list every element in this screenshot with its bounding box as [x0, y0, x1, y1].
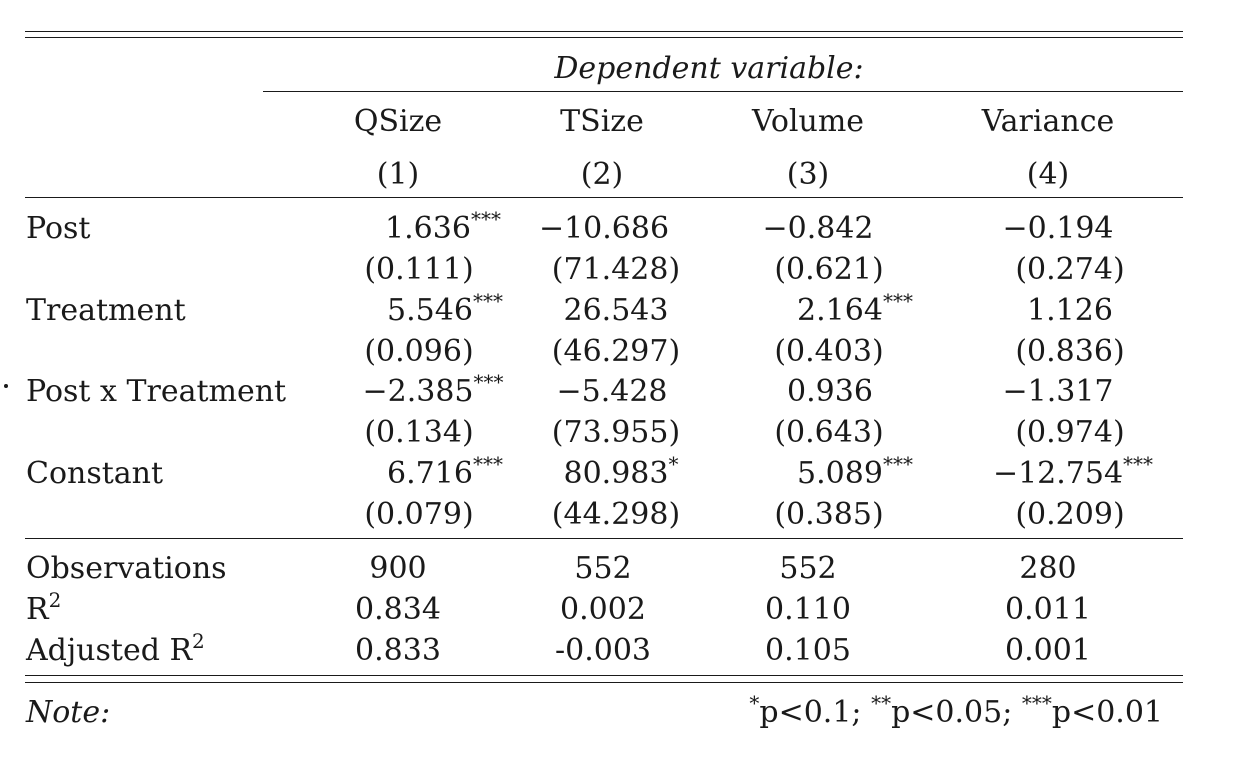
bottom-rule-upper	[25, 675, 1183, 676]
stat-cell: 0.002	[560, 592, 646, 627]
coef-cell: 80.983*	[563, 452, 679, 491]
coef-cell: −12.754***	[992, 452, 1154, 491]
row-label-post: Post	[26, 211, 91, 246]
se-cell: (0.209)	[1015, 497, 1125, 532]
coef-cell: −5.428	[556, 374, 668, 409]
coef-cell: −1.317	[1002, 374, 1114, 409]
top-rule-upper	[25, 31, 1183, 32]
se-cell: (0.974)	[1015, 415, 1125, 450]
stat-cell: 0.833	[355, 633, 441, 668]
coef-cell: −10.686	[538, 211, 670, 246]
coef-cell: 2.164***	[797, 289, 913, 328]
se-cell: (0.621)	[774, 252, 884, 287]
stat-label-adjusted-r2: Adjusted R2	[26, 629, 205, 668]
column-number-2: (2)	[580, 157, 624, 192]
column-number-4: (4)	[1026, 157, 1070, 192]
column-name-2: TSize	[560, 104, 644, 139]
stat-cell: 0.110	[765, 592, 851, 627]
se-cell: (73.955)	[551, 415, 681, 450]
stat-cell: -0.003	[554, 633, 652, 668]
stat-cell: 0.001	[1005, 633, 1091, 668]
se-cell: (0.403)	[774, 334, 884, 369]
column-number-1: (1)	[376, 157, 420, 192]
column-name-4: Variance	[981, 104, 1115, 139]
column-name-3: Volume	[751, 104, 865, 139]
row-label-treatment: Treatment	[26, 293, 186, 328]
se-cell: (0.111)	[364, 252, 474, 287]
row-label-constant: Constant	[26, 456, 164, 491]
dependent-variable-rule	[263, 91, 1183, 92]
coef-cell: 1.126	[1027, 293, 1113, 328]
stat-label-observations: Observations	[26, 551, 227, 586]
se-cell: (0.385)	[774, 497, 884, 532]
se-cell: (0.096)	[364, 334, 474, 369]
coef-cell: 5.546***	[387, 289, 503, 328]
coef-cell: −0.842	[762, 211, 874, 246]
bottom-rule-lower	[25, 682, 1183, 683]
coef-cell: 26.543	[563, 293, 669, 328]
coef-cell: 0.936	[787, 374, 873, 409]
column-name-1: QSize	[353, 104, 443, 139]
se-cell: (71.428)	[551, 252, 681, 287]
se-cell: (0.836)	[1015, 334, 1125, 369]
note-label: Note:	[26, 695, 111, 730]
stat-cell: 0.105	[765, 633, 851, 668]
significance-note: *p<0.1; **p<0.05; ***p<0.01	[749, 691, 1163, 730]
se-cell: (0.274)	[1015, 252, 1125, 287]
coef-cell: −0.194	[1002, 211, 1114, 246]
top-rule-lower	[25, 37, 1183, 38]
stray-dot	[4, 384, 8, 388]
stats-rule	[25, 538, 1183, 539]
se-cell: (0.079)	[364, 497, 474, 532]
coef-cell: −2.385***	[362, 370, 504, 409]
coef-cell: 6.716***	[387, 452, 503, 491]
stat-cell: 900	[369, 551, 427, 586]
se-cell: (0.643)	[774, 415, 884, 450]
se-cell: (0.134)	[364, 415, 474, 450]
stat-cell: 552	[779, 551, 837, 586]
stat-cell: 280	[1019, 551, 1077, 586]
stat-cell: 552	[574, 551, 632, 586]
stat-label-r2: R2	[26, 588, 62, 627]
row-label-post-x-treatment: Post x Treatment	[26, 374, 287, 409]
dependent-variable-label: Dependent variable:	[554, 51, 864, 86]
stat-cell: 0.834	[355, 592, 441, 627]
se-cell: (46.297)	[551, 334, 681, 369]
column-number-3: (3)	[786, 157, 830, 192]
stat-cell: 0.011	[1005, 592, 1091, 627]
se-cell: (44.298)	[551, 497, 681, 532]
coef-cell: 5.089***	[797, 452, 913, 491]
header-rule	[25, 197, 1183, 198]
coef-cell: 1.636***	[385, 207, 501, 246]
